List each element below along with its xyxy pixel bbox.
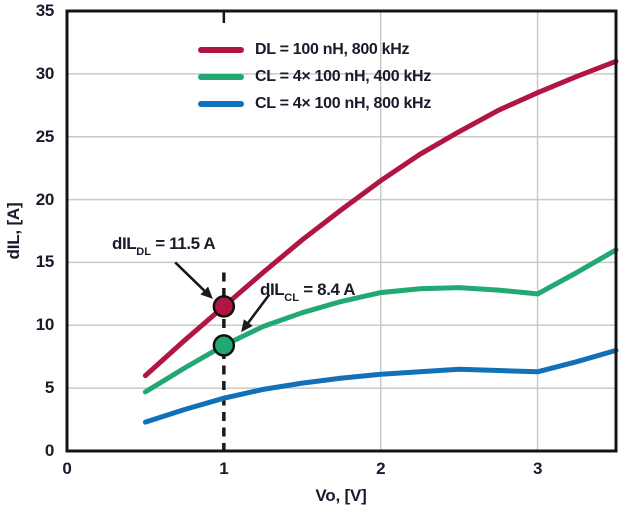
x-tick-label: 1 bbox=[219, 459, 229, 478]
annotation-arrow-line bbox=[247, 293, 271, 324]
data-point-marker bbox=[212, 334, 236, 357]
legend-swatch-green bbox=[198, 73, 244, 80]
annotation-arrow-head bbox=[241, 319, 253, 333]
annotation-subscript: CL bbox=[284, 292, 299, 305]
plot-border bbox=[65, 9, 618, 453]
x-tick-label: 0 bbox=[62, 459, 72, 478]
legend-item-cl-800: CL = 4× 100 nH, 800 kHz bbox=[198, 90, 431, 117]
annotation-arrow-head bbox=[200, 286, 213, 299]
series-curve-2 bbox=[142, 347, 619, 425]
legend-swatch-blue bbox=[198, 100, 244, 107]
legend: DL = 100 nH, 800 kHz CL = 4× 100 nH, 400… bbox=[198, 36, 431, 117]
y-tick-label: 10 bbox=[35, 315, 55, 335]
x-tick-label: 2 bbox=[376, 459, 386, 478]
y-tick-label: 25 bbox=[35, 126, 55, 146]
x-tick-label: 3 bbox=[532, 459, 543, 478]
y-tick-label: 5 bbox=[44, 378, 54, 398]
legend-label: DL = 100 nH, 800 kHz bbox=[255, 40, 410, 58]
data-point-marker bbox=[212, 295, 236, 318]
annotation-dil-dl: dILDL = 11.5 A bbox=[112, 234, 216, 259]
legend-item-dl: DL = 100 nH, 800 kHz bbox=[198, 36, 431, 63]
y-tick-label: 15 bbox=[35, 252, 55, 272]
annotation-arrow-line bbox=[174, 261, 206, 292]
y-tick-label: 35 bbox=[35, 1, 55, 20]
annotation-text: = 8.4 A bbox=[298, 280, 356, 299]
y-tick-label: 20 bbox=[35, 189, 55, 209]
annotation-dil-cl: dILCL = 8.4 A bbox=[260, 280, 356, 305]
annotation-text: = 11.5 A bbox=[150, 234, 216, 253]
y-tick-label: 0 bbox=[44, 441, 54, 460]
legend-swatch-red bbox=[198, 46, 244, 53]
annotation-text: dIL bbox=[112, 234, 137, 253]
y-axis-title: dIL, [A] bbox=[4, 202, 23, 260]
legend-label: CL = 4× 100 nH, 400 kHz bbox=[255, 67, 432, 85]
annotation-text: dIL bbox=[260, 280, 285, 299]
legend-item-cl-400: CL = 4× 100 nH, 400 kHz bbox=[198, 63, 431, 90]
legend-label: CL = 4× 100 nH, 800 kHz bbox=[255, 94, 432, 112]
annotation-subscript: DL bbox=[136, 246, 151, 259]
y-tick-label: 30 bbox=[35, 63, 55, 83]
x-axis-title: Vo, [V] bbox=[315, 486, 367, 505]
